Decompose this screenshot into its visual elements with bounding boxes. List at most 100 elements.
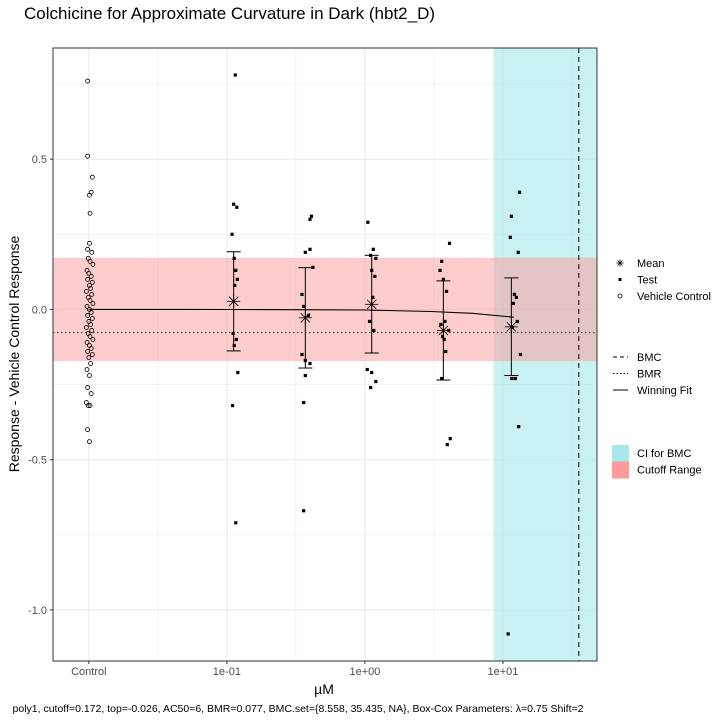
test-point <box>373 274 377 278</box>
test-point <box>445 443 449 447</box>
test-point <box>441 277 445 281</box>
test-point <box>234 337 238 342</box>
test-point <box>302 400 306 405</box>
legend-group: Mean Test Vehicle Control <box>616 258 711 303</box>
test-point <box>511 301 515 306</box>
panel-border <box>52 47 598 662</box>
legend-label: Cutoff Range <box>637 465 702 477</box>
test-point <box>514 295 518 300</box>
y-tick-label: -1.0 <box>28 605 47 617</box>
data-marks <box>83 73 523 636</box>
test-point <box>308 247 312 251</box>
mean-marker-stroke <box>228 296 239 307</box>
vehicle-control-point <box>87 240 92 246</box>
test-point <box>518 190 522 194</box>
vehicle-control-point <box>88 285 94 291</box>
x-tick-label: 1e+00 <box>349 666 380 678</box>
test-point <box>440 376 444 381</box>
y-tick-label: 0.0 <box>32 304 47 316</box>
test-point <box>370 370 374 375</box>
test-point <box>308 217 312 221</box>
y-tick-label: -0.5 <box>28 455 47 467</box>
vehicle-control-point <box>89 316 95 321</box>
vehicle-control-point <box>87 373 92 378</box>
vehicle-control-point <box>88 273 94 279</box>
vehicle-control-point <box>90 301 96 306</box>
vehicle-control-point <box>87 403 93 408</box>
legend-label: Winning Fit <box>637 385 692 397</box>
vehicle-control-point <box>85 246 91 252</box>
test-point <box>516 250 520 254</box>
vehicle-control-point <box>87 192 92 198</box>
vehicle-control-point <box>90 261 96 267</box>
test-point <box>302 304 306 309</box>
axes: 0.5 0.0 -0.5 -1.0 Control 1e-01 1e+00 1e+01 <box>28 47 598 678</box>
legend-group: CI for BMC Cutoff Range <box>612 445 702 479</box>
vehicle-control-point <box>83 288 89 294</box>
vehicle-control-point <box>85 153 91 159</box>
vehicle-control-point <box>83 325 89 330</box>
legend-key-cutoff <box>612 461 629 479</box>
test-point <box>440 334 445 339</box>
y-tick-label: 0.5 <box>32 154 47 166</box>
test-point <box>367 319 372 324</box>
test-point <box>234 521 238 525</box>
vehicle-control-point <box>89 328 95 333</box>
legend-label: BMC <box>637 352 662 364</box>
mean-marker <box>436 323 450 337</box>
vehicle-control-point <box>88 322 94 327</box>
y-axis-label: Response - Vehicle Control Response <box>6 235 22 472</box>
test-point <box>236 370 240 375</box>
vehicle-control-point <box>88 346 94 351</box>
test-point <box>231 331 235 336</box>
vehicle-control-point <box>85 276 91 282</box>
test-point <box>517 425 521 429</box>
test-point <box>303 250 307 254</box>
test-point <box>366 220 370 224</box>
test-point <box>506 632 510 636</box>
vehicle-control-point <box>89 352 95 357</box>
mean-marker <box>298 311 312 325</box>
mean-marker <box>227 294 241 308</box>
test-point <box>233 283 237 287</box>
vehicle-control-point <box>86 355 92 360</box>
test-point <box>448 437 452 441</box>
x-tick-label: 1e+01 <box>488 666 519 678</box>
test-point <box>306 313 311 318</box>
vehicle-control-point <box>85 349 91 354</box>
chart-caption: poly1, cutoff=0.172, top=-0.026, AC50=6,… <box>13 703 584 715</box>
mean-marker-stroke <box>506 321 517 332</box>
legend-key-ci-bmc <box>612 445 629 462</box>
mean-marker <box>365 297 379 311</box>
test-point <box>303 373 307 378</box>
legend-label: CI for BMC <box>637 448 691 460</box>
legend-label: Vehicle Control <box>637 291 711 303</box>
test-point <box>230 403 235 408</box>
x-axis-label: µM <box>314 681 334 697</box>
vehicle-control-point <box>87 439 92 445</box>
legend-key-mean <box>616 259 624 267</box>
test-point <box>300 292 304 297</box>
legend: Mean Test Vehicle Control BMC BMR Winning Fit… <box>612 258 711 479</box>
test-point <box>232 343 236 348</box>
vehicle-control-point <box>87 298 93 303</box>
vehicle-control-point <box>89 279 95 285</box>
winning-fit-curve <box>88 308 514 318</box>
mean-marker-stroke <box>438 325 449 336</box>
vehicle-control-point <box>85 385 91 390</box>
vehicle-control-point <box>84 340 90 345</box>
test-point <box>508 235 512 239</box>
vehicle-control-point <box>88 310 94 315</box>
test-point <box>439 322 443 327</box>
chart-title: Colchicine for Approximate Curvature in … <box>24 4 435 23</box>
test-point <box>230 232 234 236</box>
vehicle-control-point <box>87 282 92 288</box>
legend-label: Test <box>637 275 657 287</box>
test-point <box>311 265 315 269</box>
vehicle-control-point <box>89 292 95 297</box>
test-point <box>510 376 514 381</box>
legend-label: Mean <box>637 258 665 270</box>
legend-label: BMR <box>637 369 662 381</box>
test-point <box>438 268 442 272</box>
